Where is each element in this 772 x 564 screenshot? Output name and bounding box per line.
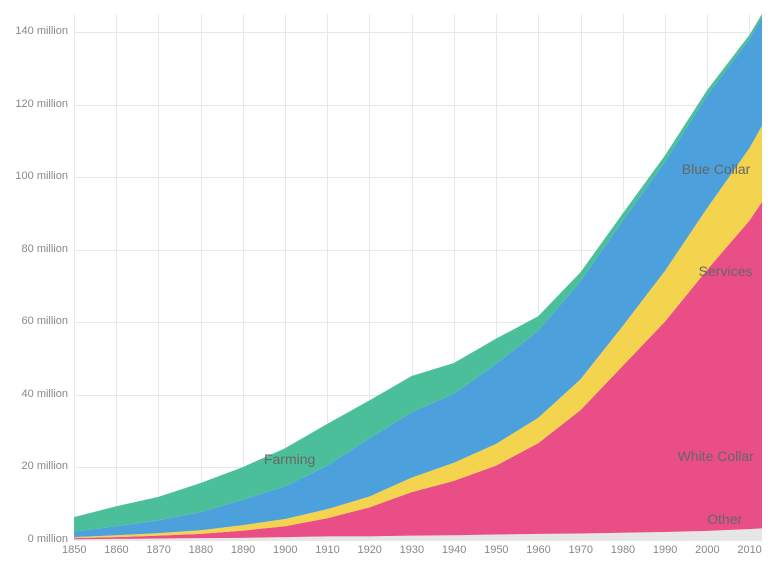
series-label-blue-collar: Blue Collar	[682, 161, 750, 177]
stacked-area-chart: 0 million20 million40 million60 million8…	[0, 0, 772, 564]
series-label-services: Services	[699, 263, 753, 279]
series-label-farming: Farming	[264, 451, 315, 467]
series-label-white-collar: White Collar	[678, 448, 754, 464]
series-label-other: Other	[707, 511, 742, 527]
plot-svg	[0, 0, 772, 564]
